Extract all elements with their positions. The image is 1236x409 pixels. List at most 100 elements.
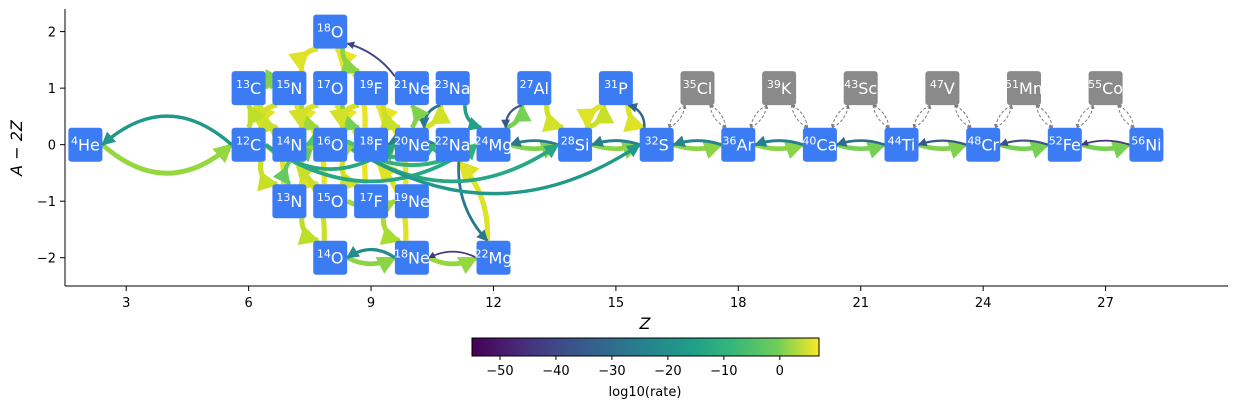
node-4he: 4He — [68, 127, 103, 162]
node-box — [558, 127, 593, 162]
y-tick-label: −2 — [37, 252, 56, 267]
node-label: 35Cl — [683, 78, 713, 98]
node-mass: 14 — [317, 248, 331, 261]
x-tick-label: 3 — [122, 296, 130, 311]
node-12c: 12C — [231, 127, 266, 162]
x-tick-label: 15 — [608, 296, 625, 311]
link-52fe-to-51mn — [1035, 104, 1053, 128]
link-44ti-to-40ca — [835, 136, 885, 147]
link-48cr-to-44ti — [917, 137, 967, 147]
node-52fe: 52Fe — [1047, 127, 1082, 162]
node-20ne: 20Ne — [394, 127, 430, 162]
node-box — [313, 127, 348, 162]
node-label: 17O — [317, 78, 344, 98]
node-21ne: 21Ne — [394, 71, 430, 106]
node-symbol: O — [331, 23, 344, 42]
node-mass: 47 — [930, 78, 944, 91]
node-mass: 22 — [475, 248, 489, 261]
node-18ne: 18Ne — [394, 240, 430, 275]
node-15n: 15N — [272, 71, 307, 106]
link-48cr-to-51mn — [995, 104, 1014, 129]
node-27al: 27Al — [517, 71, 552, 106]
node-mass: 22 — [435, 135, 449, 148]
link-12c-to-13n — [257, 161, 280, 192]
node-box — [476, 240, 511, 275]
link-39k-to-36ar — [749, 104, 768, 129]
link-20ne-to-21ne — [409, 103, 430, 130]
node-box — [680, 71, 715, 106]
colorbar-tick-label: −50 — [486, 364, 513, 379]
y-tick-label: −1 — [37, 195, 56, 210]
node-label: 40Ca — [802, 135, 837, 155]
link-56ni-to-55co — [1117, 104, 1135, 128]
node-symbol: Ne — [408, 249, 430, 268]
node-mass: 56 — [1131, 135, 1145, 148]
node-box — [598, 71, 633, 106]
node-label: 56Ni — [1131, 135, 1161, 155]
node-box — [231, 127, 266, 162]
node-symbol: Na — [449, 79, 471, 98]
link-44ti-to-48cr — [917, 141, 968, 159]
node-label: 15O — [317, 191, 344, 211]
node-symbol: Co — [1102, 79, 1123, 98]
node-mass: 48 — [967, 135, 981, 148]
colorbar-tick-label: −20 — [654, 364, 681, 379]
node-mass: 18 — [359, 135, 373, 148]
node-symbol: V — [944, 79, 955, 98]
node-label: 51Mn — [1005, 78, 1043, 98]
node-box — [517, 71, 552, 106]
node-symbol: Fe — [1063, 136, 1081, 155]
link-17o-to-14n — [288, 102, 319, 130]
node-mass: 17 — [359, 191, 373, 204]
node-box — [762, 71, 797, 106]
node-mass: 15 — [317, 191, 331, 204]
link-47v-to-48cr — [954, 105, 972, 129]
node-symbol: Ni — [1145, 136, 1161, 155]
link-35cl-to-36ar — [709, 105, 727, 129]
x-ticks: 3 6 9 12 15 18 21 24 27 — [122, 286, 1114, 311]
node-box — [354, 71, 389, 106]
node-label: 28Si — [561, 135, 590, 155]
node-label: 20Ne — [394, 135, 430, 155]
node-symbol: Sc — [858, 79, 877, 98]
link-44ti-to-47v — [913, 104, 932, 129]
node-mass: 31 — [604, 78, 618, 91]
node-box — [231, 71, 266, 106]
link-21ne-to-18o — [346, 41, 396, 77]
node-mass: 44 — [888, 135, 902, 148]
node-box — [435, 127, 470, 162]
link-32s-to-31p — [627, 103, 646, 128]
node-symbol: O — [331, 136, 344, 155]
node-symbol: K — [781, 79, 792, 98]
node-mass: 28 — [561, 135, 575, 148]
node-mass: 40 — [802, 135, 816, 148]
link-51mn-to-48cr — [994, 104, 1012, 129]
node-label: 19Ne — [394, 191, 430, 211]
link-56ni-to-52fe — [1081, 139, 1130, 146]
link-12c-to-13c — [246, 103, 266, 129]
node-mass: 51 — [1005, 78, 1019, 91]
node-mass: 43 — [844, 78, 858, 91]
node-label: 12C — [236, 135, 261, 155]
link-17f-to-18ne — [379, 218, 402, 245]
node-mass: 14 — [276, 135, 290, 148]
node-mass: 13 — [236, 78, 250, 91]
link-43sc-to-44ti — [872, 105, 890, 129]
node-label: 27Al — [520, 78, 549, 98]
link-40ca-to-39k — [791, 104, 809, 128]
node-label: 15N — [276, 78, 302, 98]
node-symbol: Ne — [408, 136, 430, 155]
node-label: 13C — [236, 78, 261, 98]
link-32s-to-28si — [590, 135, 641, 147]
link-31p-to-28si — [576, 102, 605, 130]
node-mass: 35 — [683, 78, 697, 91]
node-box — [272, 127, 307, 162]
link-36ar-to-32s — [672, 135, 722, 147]
link-55co-to-52fe — [1075, 104, 1094, 129]
node-box — [272, 184, 307, 219]
node-mass: 13 — [276, 191, 290, 204]
node-label: 19F — [359, 78, 382, 98]
link-13n-to-14o — [297, 218, 320, 246]
node-box — [272, 71, 307, 106]
